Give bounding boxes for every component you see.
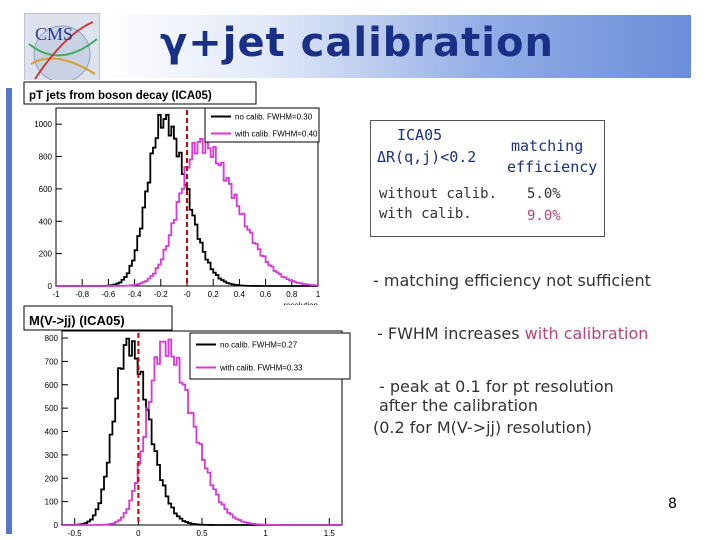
left-accent-bar xyxy=(6,88,12,534)
y-tick-label: 0 xyxy=(54,521,59,530)
dr-cut-label: ΔR(q,j)<0.2 xyxy=(377,148,477,166)
efficiency-header: efficiency xyxy=(507,158,598,176)
x-tick-label: 0.4 xyxy=(234,290,246,299)
with-calib-label: with calib. xyxy=(379,206,472,222)
matching-header: matching xyxy=(511,137,584,155)
y-tick-label: 200 xyxy=(45,474,59,483)
y-tick-label: 400 xyxy=(39,217,53,226)
histogram-series-1 xyxy=(56,137,319,287)
x-tick-label: 0 xyxy=(136,529,141,538)
bullet-peak-line3-b: V->jj) resolution) xyxy=(456,418,592,437)
x-tick-label: 0.5 xyxy=(196,529,208,538)
x-tick-label: -0.2 xyxy=(154,290,168,299)
x-tick-label: -0.8 xyxy=(75,290,89,299)
legend-label-0: no calib. FWHM=0.27 xyxy=(220,341,298,350)
x-tick-label: 1.5 xyxy=(324,529,336,538)
legend-label-1: with calib. FWHM=0.33 xyxy=(219,364,303,373)
histogram-bottom: 0100200300400500600700800-0.500.511.5res… xyxy=(22,305,352,540)
algo-label: ICA05 xyxy=(397,126,443,144)
x-tick-label: 1 xyxy=(316,290,321,299)
bullet-fwhm-highlight: with calibration xyxy=(524,324,649,343)
y-tick-label: 800 xyxy=(39,153,53,162)
plot-title-box xyxy=(23,81,257,105)
y-tick-label: 0 xyxy=(48,282,53,291)
cms-logo-graphic: CMS xyxy=(28,21,98,83)
bullet-peak-line3: (0.2 for M(V->jj) resolution) xyxy=(373,418,592,437)
y-tick-label: 200 xyxy=(39,250,53,259)
histogram-series-1 xyxy=(62,338,342,526)
y-tick-label: 600 xyxy=(45,381,59,390)
legend-label-0: no calib. FWHM=0.30 xyxy=(235,113,313,122)
without-calib-label: without calib. xyxy=(379,186,498,202)
y-tick-label: 800 xyxy=(45,334,59,343)
x-tick-label: 0.8 xyxy=(286,290,298,299)
matching-efficiency-table: ICA05 ΔR(q,j)<0.2 matching efficiency wi… xyxy=(370,120,605,237)
plot-top: 0 200 400 600 800 1000 -1 -0.8 -0.6 -0.4 -0.2 -0 0.2… xyxy=(22,80,327,310)
legend-label-1: with calib. FWHM=0.40 xyxy=(234,130,318,139)
logo-text: CMS xyxy=(35,24,73,44)
bullet-peak-text: - peak at 0.1 for pt resolution xyxy=(379,377,614,396)
cms-logo: CMS xyxy=(24,13,100,89)
bullet-peak-line1: - peak at 0.1 for pt resolution xyxy=(379,377,614,396)
y-tick-label: 600 xyxy=(39,185,53,194)
legend-box xyxy=(204,107,320,143)
x-tick-label: 0.2 xyxy=(208,290,220,299)
histogram-top: 0 200 400 600 800 1000 -1 -0.8 -0.6 -0.4 -0.2 -0 0.2… xyxy=(22,80,327,310)
x-tick-label: -0.4 xyxy=(128,290,142,299)
y-tick-label: 300 xyxy=(45,451,59,460)
bullet-matching: - matching efficiency not sufficient xyxy=(373,271,651,290)
legend-box xyxy=(189,332,351,380)
x-tick-label: 0.6 xyxy=(260,290,272,299)
without-calib-value: 5.0% xyxy=(527,186,561,202)
x-tick-label: 1 xyxy=(263,529,268,538)
y-tick-label: 500 xyxy=(45,404,59,413)
x-tick-label: -0.5 xyxy=(68,529,82,538)
plot-title: pT jets from boson decay (ICA05) xyxy=(29,90,212,102)
y-tick-label: 400 xyxy=(45,428,59,437)
plot-bottom: 0100200300400500600700800-0.500.511.5res… xyxy=(22,305,352,540)
slide-title: γ+jet calibration xyxy=(160,20,554,66)
x-tick-label: -1 xyxy=(52,290,60,299)
x-tick-label: -0 xyxy=(183,290,191,299)
bullet-fwhm: - FWHM increases with calibration xyxy=(377,324,648,343)
y-tick-label: 100 xyxy=(45,498,59,507)
bullet-peak-line2: after the calibration xyxy=(379,396,538,415)
x-tick-label: -0.6 xyxy=(102,290,116,299)
bullet-peak-line3-a: (0.2 for M( xyxy=(373,418,457,437)
y-tick-label: 1000 xyxy=(34,120,52,129)
y-tick-label: 700 xyxy=(45,357,59,366)
plot-title: M(V->jj) (ICA05) xyxy=(29,313,125,328)
with-calib-value: 9.0% xyxy=(527,208,561,224)
title-banner xyxy=(99,15,691,78)
page-number: 8 xyxy=(668,496,677,512)
bullet-fwhm-text: - FWHM increases xyxy=(377,324,525,343)
plot-title-box xyxy=(23,305,173,331)
